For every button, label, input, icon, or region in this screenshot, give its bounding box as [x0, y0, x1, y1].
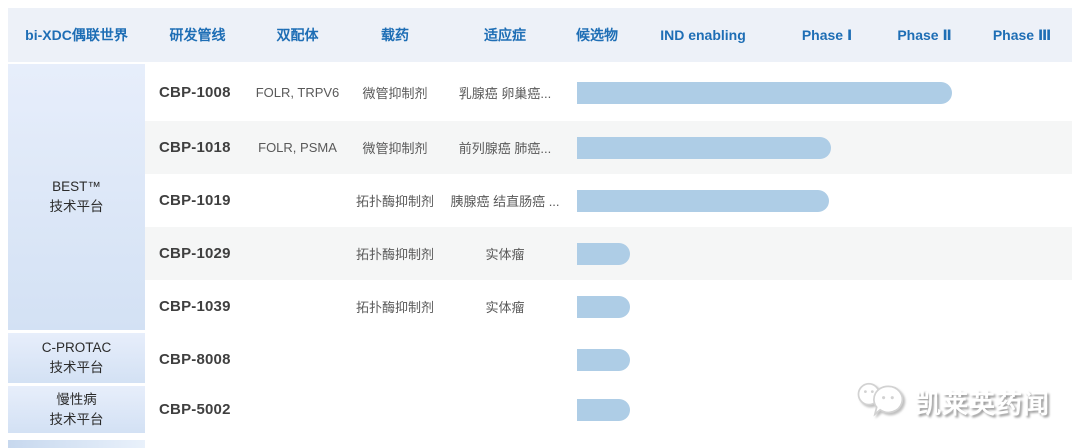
column-header-phase2: Phase Ⅱ [897, 26, 952, 43]
ligand-value: FOLR, PSMA [258, 140, 337, 155]
progress-bar [577, 295, 630, 318]
table-row: CBP-5002 [8, 386, 1072, 433]
progress-track [565, 81, 1072, 104]
ligand-value: FOLR, TRPV6 [255, 85, 340, 100]
watermark-text: 凯莱英药闻 [915, 388, 1051, 419]
column-header-indication: 适应症 [484, 27, 526, 43]
progress-track [565, 242, 1072, 265]
indication-value: 实体瘤 [485, 247, 525, 262]
watermark: 凯莱英药闻 [855, 376, 1065, 428]
pipeline-name: CBP-1019 [159, 192, 231, 209]
pipeline-name: CBP-5002 [159, 401, 231, 418]
column-header-ligand: 双配体 [276, 27, 319, 43]
table-row: CBP-1039 拓扑酶抑制剂 实体瘤 [8, 280, 1072, 333]
table-header: bi-XDC偶联世界 研发管线 双配体 载药 适应症 候选物 IND enabl… [8, 8, 1072, 62]
pipeline-name: CBP-1039 [159, 298, 231, 315]
platform-subtitle: 技术平台 [49, 411, 104, 427]
progress-bar [577, 136, 831, 159]
progress-bar [577, 81, 952, 104]
table-row: CBP-8008 [8, 333, 1072, 386]
indication-value: 胰腺癌 结直肠癌 ... [450, 194, 560, 209]
progress-track [565, 398, 1072, 421]
payload-value: 拓扑酶抑制剂 [355, 247, 434, 262]
table-row: CBP-1019 拓扑酶抑制剂 胰腺癌 结直肠癌 ... [8, 174, 1072, 227]
progress-bar [577, 189, 829, 212]
wechat-bubbles-icon [857, 382, 904, 417]
column-header-candidate: 候选物 [576, 27, 618, 43]
progress-bar [577, 242, 630, 265]
column-header-ind-enabling: IND enabling [660, 27, 746, 43]
column-header-phase3: Phase Ⅲ [992, 26, 1052, 43]
platform-name: BEST™ [52, 179, 101, 195]
payload-value: 微管抑制剂 [362, 86, 428, 101]
payload-value: 拓扑酶抑制剂 [355, 194, 434, 209]
platform-cell-cprotac: C-PROTAC 技术平台 [8, 333, 145, 383]
pipeline-name: CBP-1008 [159, 84, 231, 101]
platform-cell-clipped [8, 440, 145, 448]
indication-value: 实体瘤 [485, 300, 525, 315]
payload-value: 微管抑制剂 [362, 141, 428, 156]
platform-subtitle: 技术平台 [49, 360, 104, 375]
indication-value: 前列腺癌 肺癌... [458, 141, 552, 156]
pipeline-name: CBP-1029 [159, 245, 231, 262]
column-header-phase1: Phase Ⅰ [801, 26, 853, 43]
progress-track [565, 189, 1072, 212]
platform-cell-chronic: 慢性病 技术平台 [8, 386, 145, 433]
table-row: CBP-1008 FOLR, TRPV6 微管抑制剂 乳腺癌 卵巢癌... [8, 64, 1072, 121]
column-header-platform: bi-XDC偶联世界 [25, 27, 128, 43]
pipeline-name: CBP-1018 [159, 139, 231, 156]
platform-name: C-PROTAC [41, 340, 112, 356]
progress-bar [577, 348, 630, 371]
platform-name: 慢性病 [56, 391, 97, 407]
column-header-payload: 载药 [381, 27, 409, 43]
pipeline-name: CBP-8008 [159, 351, 231, 368]
table-row: CBP-1029 拓扑酶抑制剂 实体瘤 [8, 227, 1072, 280]
indication-value: 乳腺癌 卵巢癌... [458, 86, 552, 101]
payload-value: 拓扑酶抑制剂 [355, 300, 434, 315]
table-row: CBP-1018 FOLR, PSMA 微管抑制剂 前列腺癌 肺癌... [8, 121, 1072, 174]
progress-track [565, 136, 1072, 159]
platform-cell-best: BEST™ 技术平台 [8, 64, 145, 330]
progress-track [565, 295, 1072, 318]
progress-track [565, 348, 1072, 371]
platform-subtitle: 技术平台 [49, 199, 104, 214]
progress-bar [577, 398, 630, 421]
column-header-pipeline: 研发管线 [169, 27, 226, 43]
